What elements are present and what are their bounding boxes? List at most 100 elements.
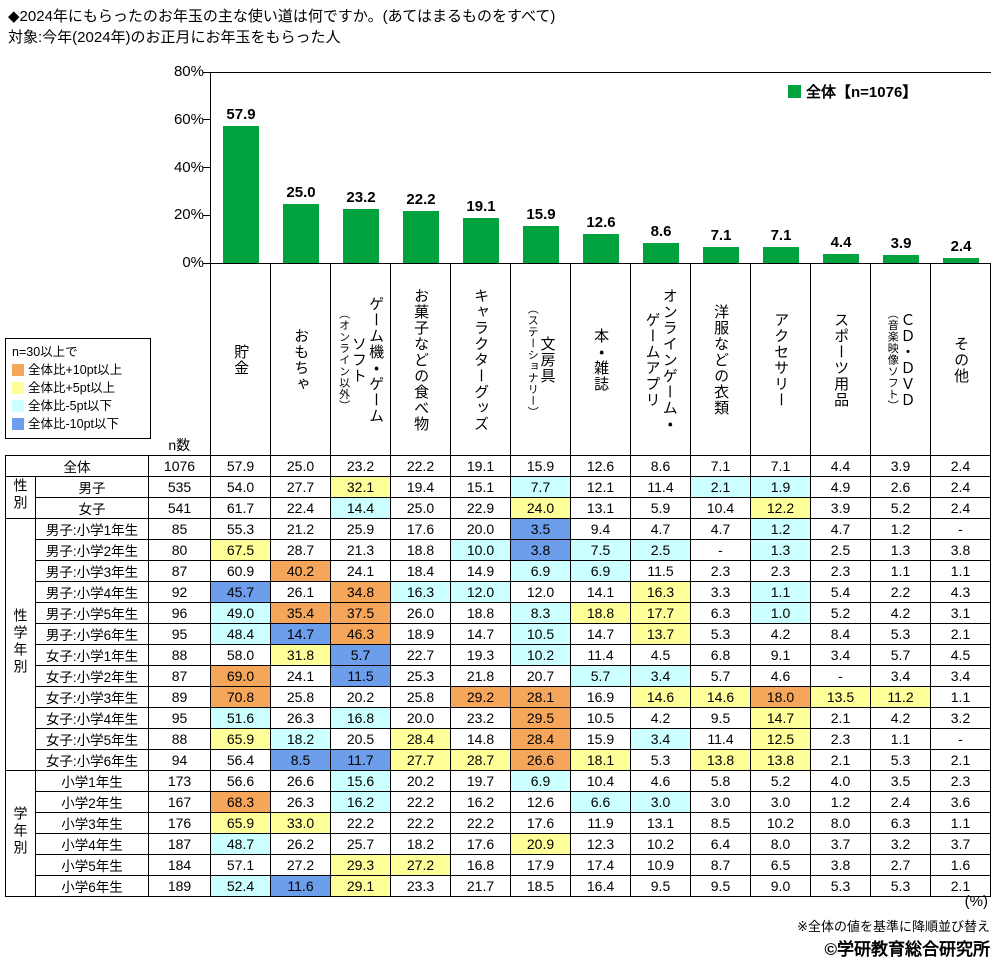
value-cell: 10.2 [510, 644, 571, 666]
column-header-text: ＣＤ・ＤＶＤ （音楽映像ソフト） [886, 268, 915, 452]
value-cell: 5.3 [870, 749, 931, 771]
value-cell: 4.9 [810, 476, 871, 498]
value-cell: 16.4 [570, 875, 631, 897]
value-cell: 16.8 [330, 707, 391, 729]
value-cell: 4.2 [870, 602, 931, 624]
value-cell: 7.1 [690, 455, 751, 477]
column-header-text: お菓子などの食べ物 [412, 268, 429, 452]
value-cell: 16.3 [630, 581, 691, 603]
value-cell: 5.7 [690, 665, 751, 687]
column-header-label: お菓子などの食べ物 [412, 288, 430, 432]
y-axis-tick-label: 20% [173, 206, 204, 224]
value-cell: 22.2 [390, 455, 451, 477]
value-cell: 14.4 [330, 497, 391, 519]
value-cell: 4.6 [750, 665, 811, 687]
value-cell: 29.3 [330, 854, 391, 876]
value-cell: 14.8 [450, 728, 511, 750]
value-cell: 11.4 [630, 476, 691, 498]
value-cell: 14.7 [570, 623, 631, 645]
value-cell: 3.9 [810, 497, 871, 519]
value-cell: 14.6 [690, 686, 751, 708]
column-header-label: 本・雑誌 [592, 328, 610, 392]
value-cell: 48.7 [210, 833, 271, 855]
row-n: 80 [148, 539, 211, 561]
row-group-text: 性学年別 [12, 608, 29, 676]
value-cell: 2.3 [810, 728, 871, 750]
value-cell: 2.3 [750, 560, 811, 582]
bar-value-label: 23.2 [346, 188, 376, 206]
value-cell: 5.4 [810, 581, 871, 603]
y-axis-tick-label: 60% [173, 110, 204, 128]
table-row: 女子:小学5年生 88 65.9 18.2 20.5 28.4 14.8 28.4 15.9 3.… [6, 728, 991, 750]
value-cell: 3.0 [630, 791, 691, 813]
legend-label: 全体【n=1076】 [806, 84, 918, 101]
header-row: n数 貯金 おもちゃ ゲーム機・ゲーム ソフト （オンライン以外） お菓子などの食べ物 キ… [6, 263, 991, 456]
row-n: 94 [148, 749, 211, 771]
value-cell: 18.4 [390, 560, 451, 582]
highlight-key-title: n=30以上で [12, 345, 78, 359]
value-cell: 29.1 [330, 875, 391, 897]
value-cell: 33.0 [270, 812, 331, 834]
bar-value-label: 3.9 [890, 234, 912, 252]
value-cell: 17.7 [630, 602, 691, 624]
row-group-label: 学年別 [5, 770, 36, 897]
value-cell: 9.0 [750, 875, 811, 897]
value-cell: 16.8 [450, 854, 511, 876]
yellow-swatch-icon [12, 382, 24, 394]
y-axis-tick-mark [203, 214, 210, 216]
bar [703, 247, 739, 264]
value-cell: 57.9 [210, 455, 271, 477]
value-cell: 5.2 [810, 602, 871, 624]
table-row: 女子:小学1年生 88 58.0 31.8 5.7 22.7 19.3 10.2 11.4 4.5… [6, 644, 991, 666]
value-cell: 23.2 [450, 707, 511, 729]
table-row: 男子:小学4年生 92 45.7 26.1 34.8 16.3 12.0 12.0 14.1 16… [6, 581, 991, 603]
value-cell: 58.0 [210, 644, 271, 666]
bar [343, 208, 379, 264]
row-n: 88 [148, 644, 211, 666]
value-cell: 26.3 [270, 791, 331, 813]
value-cell: 46.3 [330, 623, 391, 645]
value-cell: 17.4 [570, 854, 631, 876]
value-cell: 11.5 [630, 560, 691, 582]
table-row: 小学2年生 167 68.3 26.3 16.2 22.2 16.2 12.6 6.6 3.0 3.… [6, 791, 991, 813]
value-cell: 32.1 [330, 476, 391, 498]
value-cell: 24.0 [510, 497, 571, 519]
value-cell: 3.4 [630, 665, 691, 687]
value-cell: 5.2 [750, 770, 811, 792]
value-cell: 26.0 [390, 602, 451, 624]
highlight-key-label: 全体比+5pt以上 [28, 381, 116, 395]
value-cell: 34.8 [330, 581, 391, 603]
bar-value-label: 22.2 [406, 191, 436, 208]
value-cell: 19.3 [450, 644, 511, 666]
value-cell: 6.3 [690, 602, 751, 624]
value-cell: 5.8 [690, 770, 751, 792]
value-cell: 11.9 [570, 812, 631, 834]
value-cell: 5.3 [810, 875, 871, 897]
highlight-key-item: 全体比-10pt以下 [12, 415, 145, 433]
row-n: 87 [148, 560, 211, 582]
value-cell: 16.9 [570, 686, 631, 708]
row-n: 1076 [148, 455, 211, 477]
value-cell: 22.2 [390, 791, 451, 813]
value-cell: 4.0 [810, 770, 871, 792]
value-cell: 3.7 [930, 833, 991, 855]
value-cell: 10.0 [450, 539, 511, 561]
value-cell: 17.6 [390, 518, 451, 540]
value-cell: 22.2 [390, 812, 451, 834]
row-label: 小学3年生 [35, 812, 149, 834]
value-cell: 18.9 [390, 623, 451, 645]
row-label: 女子:小学1年生 [35, 644, 149, 666]
highlight-key: n=30以上で 全体比+10pt以上 全体比+5pt以上 全体比-5pt以下 全… [5, 338, 151, 439]
value-cell: 28.7 [270, 539, 331, 561]
value-cell: 18.2 [390, 833, 451, 855]
value-cell: 10.2 [630, 833, 691, 855]
value-cell: 13.5 [810, 686, 871, 708]
value-cell: 9.5 [630, 875, 691, 897]
value-cell: 1.2 [750, 518, 811, 540]
value-cell: 35.4 [270, 602, 331, 624]
value-cell: 65.9 [210, 728, 271, 750]
value-cell: 29.5 [510, 707, 571, 729]
value-cell: 14.9 [450, 560, 511, 582]
value-cell: 48.4 [210, 623, 271, 645]
highlight-key-item: 全体比+10pt以上 [12, 361, 145, 379]
